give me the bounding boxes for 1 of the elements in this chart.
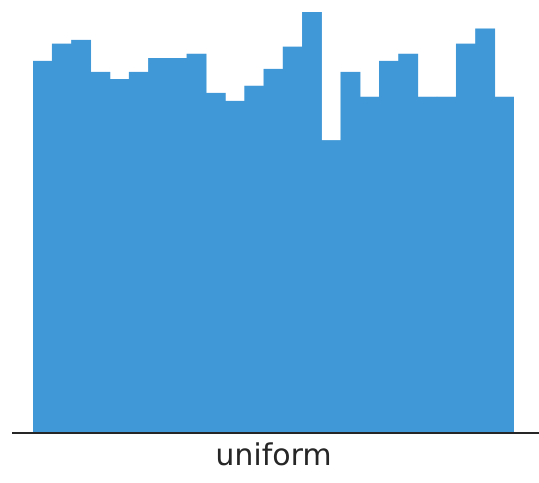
x-axis-title: uniform [215,438,332,473]
